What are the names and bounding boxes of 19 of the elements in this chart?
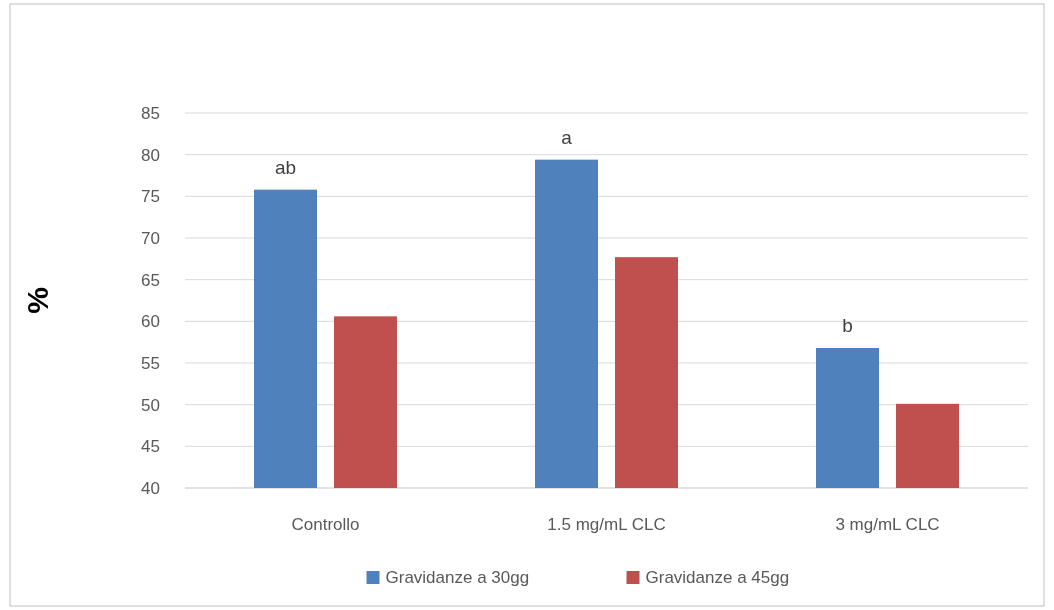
y-tick-label: 40 xyxy=(141,478,160,498)
annotation: b xyxy=(842,315,853,336)
y-tick-label: 80 xyxy=(141,145,160,165)
x-tick-label: 1.5 mg/mL CLC xyxy=(547,515,666,534)
y-tick-label: 65 xyxy=(141,270,160,290)
legend-label: Gravidanze a 30gg xyxy=(385,567,530,587)
y-tick-label: 55 xyxy=(141,353,160,373)
y-tick-label: 85 xyxy=(141,103,160,123)
x-tick-label: Controllo xyxy=(291,515,360,534)
x-tick-label: 3 mg/mL CLC xyxy=(835,515,940,534)
y-tick-label: 45 xyxy=(141,437,160,457)
annotation: a xyxy=(561,126,573,148)
legend-label: Gravidanze a 45gg xyxy=(645,567,790,587)
y-tick-label: 50 xyxy=(141,395,160,415)
y-tick-label: 70 xyxy=(141,228,160,248)
annotation: ab xyxy=(274,156,297,178)
y-axis-title: % xyxy=(21,287,54,314)
y-tick-label: 75 xyxy=(141,187,160,207)
y-tick-label: 60 xyxy=(141,312,160,332)
